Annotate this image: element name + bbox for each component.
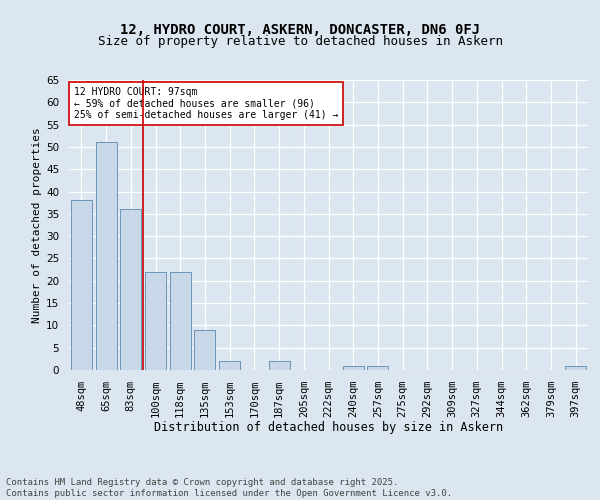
Bar xyxy=(95,142,116,370)
Y-axis label: Number of detached properties: Number of detached properties xyxy=(32,127,42,323)
Text: Size of property relative to detached houses in Askern: Size of property relative to detached ho… xyxy=(97,35,503,48)
Bar xyxy=(343,366,364,370)
X-axis label: Distribution of detached houses by size in Askern: Distribution of detached houses by size … xyxy=(154,422,503,434)
Bar xyxy=(145,272,166,370)
Bar xyxy=(269,361,290,370)
Bar xyxy=(219,361,240,370)
Bar xyxy=(367,366,388,370)
Text: Contains HM Land Registry data © Crown copyright and database right 2025.
Contai: Contains HM Land Registry data © Crown c… xyxy=(6,478,452,498)
Text: 12, HYDRO COURT, ASKERN, DONCASTER, DN6 0FJ: 12, HYDRO COURT, ASKERN, DONCASTER, DN6 … xyxy=(120,22,480,36)
Bar xyxy=(194,330,215,370)
Text: 12 HYDRO COURT: 97sqm
← 59% of detached houses are smaller (96)
25% of semi-deta: 12 HYDRO COURT: 97sqm ← 59% of detached … xyxy=(74,87,338,120)
Bar xyxy=(71,200,92,370)
Bar xyxy=(565,366,586,370)
Bar xyxy=(120,210,141,370)
Bar xyxy=(170,272,191,370)
